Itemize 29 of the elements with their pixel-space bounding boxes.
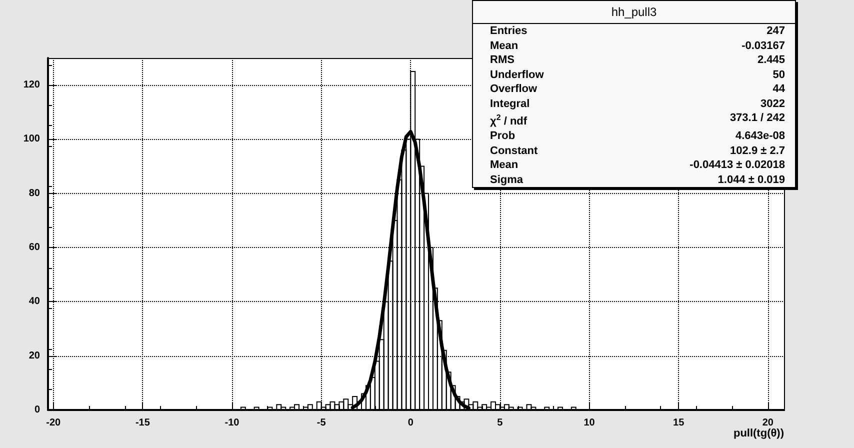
x-tick-label: -10 bbox=[224, 418, 240, 428]
text: RMS 2.445 bbox=[490, 54, 785, 66]
text: Entries 247 bbox=[490, 25, 785, 37]
y-tick-label: 0 bbox=[34, 404, 40, 416]
x-tick-label: 15 bbox=[673, 418, 685, 428]
text: Sigma 1.044 ± 0.019 bbox=[490, 174, 785, 186]
x-axis-title: pull(tg(θ)) bbox=[733, 428, 784, 440]
x-tick-label: -15 bbox=[135, 418, 150, 428]
y-tick-label: 80 bbox=[28, 188, 40, 199]
y-tick-label: 120 bbox=[23, 80, 40, 91]
text: Integral 3022 bbox=[490, 98, 785, 110]
y-tick-label: 60 bbox=[28, 242, 40, 254]
x-tick-label: 10 bbox=[584, 418, 596, 428]
x-tick-label: 0 bbox=[408, 418, 414, 428]
x-tick-label: 20 bbox=[762, 418, 774, 428]
text: Overflow 44 bbox=[490, 83, 785, 95]
y-tick-label: 40 bbox=[28, 296, 40, 308]
text: Constant 102.9 ± 2.7 bbox=[490, 144, 785, 157]
text: χ$^{2}$ / ndf 373.1 / 242 bbox=[490, 112, 785, 128]
text: Underflow 50 bbox=[490, 68, 785, 80]
y-tick-label: 20 bbox=[28, 350, 40, 362]
chart-title: hh_pull3 bbox=[473, 1, 795, 24]
text: Mean -0.04413 ± 0.02018 bbox=[490, 159, 785, 172]
y-tick-label: 100 bbox=[23, 134, 40, 145]
text: Prob 4.643e-08 bbox=[490, 130, 785, 142]
x-tick-label: -20 bbox=[46, 418, 62, 428]
text: Mean -0.03167 bbox=[490, 40, 785, 52]
x-tick-label: -5 bbox=[316, 418, 326, 428]
x-tick-label: 5 bbox=[497, 418, 504, 428]
